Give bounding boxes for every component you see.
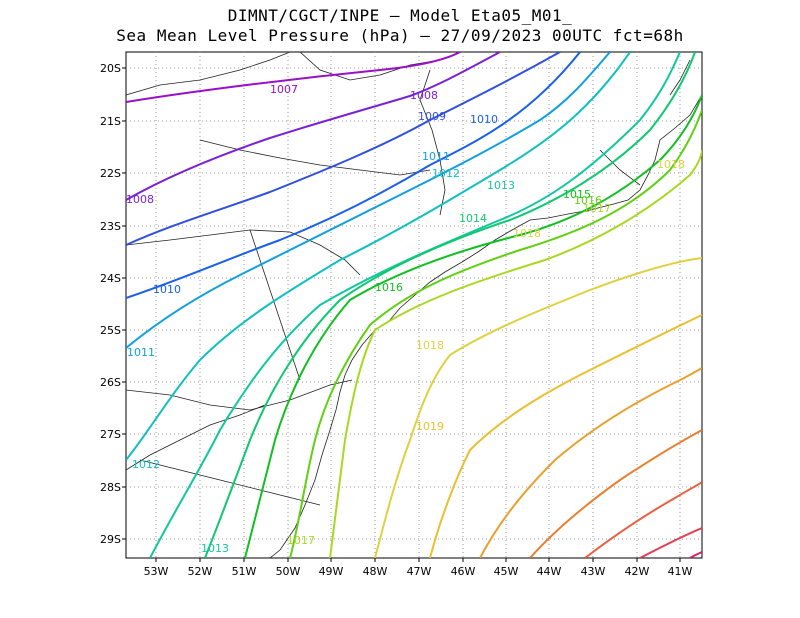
- label-1018-coast: 1018: [513, 227, 541, 240]
- lon-label-44w: 44W: [537, 565, 562, 578]
- label-1012-top: 1012: [432, 167, 460, 180]
- coastline: [269, 94, 702, 558]
- label-1013-top: 1013: [487, 179, 515, 192]
- label-1018-right: 1018: [657, 158, 685, 171]
- state-border-mg-sp: [199, 139, 431, 176]
- lat-label-28s: 28S: [100, 481, 121, 494]
- axis-ticks: [122, 67, 681, 562]
- lon-label-53w: 53W: [144, 565, 169, 578]
- label-1011-left: 1011: [127, 346, 155, 359]
- label-1009: 1009: [418, 110, 446, 123]
- lon-label-46w: 46W: [451, 565, 476, 578]
- isobar-1009: [126, 52, 561, 246]
- isobar-1023: [639, 527, 702, 558]
- isobar-1019: [429, 314, 702, 558]
- lon-label-41w: 41W: [668, 565, 693, 578]
- latitude-axis: 20S 21S 22S 23S 24S 25S 26S 27S 28S 29S: [100, 62, 121, 546]
- map-title-line1: DIMNT/CGCT/INPE – Model Eta05_M01_: [227, 6, 573, 25]
- bahia-coast: [669, 59, 691, 96]
- isobar-1012: [126, 52, 631, 461]
- lon-label-52w: 52W: [188, 565, 213, 578]
- lat-label-24s: 24S: [100, 272, 121, 285]
- label-1019: 1019: [416, 420, 444, 433]
- label-1017-top: 1017: [583, 202, 611, 215]
- isobar-1010: [126, 52, 581, 299]
- lon-label-47w: 47W: [407, 565, 432, 578]
- isobar-1007: [126, 52, 461, 103]
- river-parana: [249, 229, 301, 381]
- lat-label-22s: 22S: [100, 167, 121, 180]
- coastline-borders: [126, 52, 702, 558]
- label-1008-left: 1008: [126, 193, 154, 206]
- state-border-sc-rs: [139, 459, 321, 506]
- isobar-1024: [689, 551, 702, 558]
- lon-label-50w: 50W: [276, 565, 301, 578]
- lat-label-27s: 27S: [100, 428, 121, 441]
- label-1014: 1014: [459, 212, 487, 225]
- river-uruguay: [126, 404, 266, 471]
- lat-label-21s: 21S: [100, 115, 121, 128]
- isobar-1011: [126, 52, 611, 349]
- label-1018-sea: 1018: [416, 339, 444, 352]
- label-1017-bottom: 1017: [287, 534, 315, 547]
- state-border-go-mg: [299, 52, 441, 81]
- isobar-1020: [479, 367, 702, 558]
- state-border-ms-go: [126, 52, 291, 96]
- isobar-1016: [289, 109, 702, 558]
- lon-label-51w: 51W: [232, 565, 257, 578]
- isobar-1017: [329, 149, 702, 558]
- lat-label-20s: 20S: [100, 62, 121, 75]
- label-1010-left: 1010: [153, 283, 181, 296]
- label-1007: 1007: [270, 83, 298, 96]
- label-1012-left: 1012: [132, 458, 160, 471]
- isobar-1018: [374, 257, 702, 558]
- lon-label-42w: 42W: [625, 565, 650, 578]
- longitude-axis: 53W 52W 51W 50W 49W 48W 47W 46W 45W 44W …: [144, 565, 693, 578]
- label-1013-bottom: 1013: [201, 542, 229, 555]
- isobar-1014: [204, 52, 696, 558]
- label-1010-top: 1010: [470, 113, 498, 126]
- lat-label-23s: 23S: [100, 220, 121, 233]
- map-title-line2: Sea Mean Level Pressure (hPa) – 27/09/20…: [116, 26, 684, 45]
- isobars: [126, 52, 702, 558]
- state-border-pr-sc: [126, 379, 353, 411]
- lat-label-29s: 29S: [100, 533, 121, 546]
- label-1008-top: 1008: [410, 89, 438, 102]
- isobar-1013: [149, 52, 681, 558]
- isobar-labels: 1007 1008 1008 1009 1010 1010 1011 1011 …: [126, 83, 685, 555]
- lat-label-25s: 25S: [100, 324, 121, 337]
- state-border-sp-pr: [126, 229, 361, 276]
- lon-label-48w: 48W: [363, 565, 388, 578]
- state-border-mg-es: [419, 69, 446, 216]
- label-1015: 1015: [563, 188, 591, 201]
- isobar-1022: [584, 481, 702, 558]
- lon-label-49w: 49W: [319, 565, 344, 578]
- lat-label-26s: 26S: [100, 376, 121, 389]
- isobar-1015: [244, 94, 702, 558]
- map-frame: [125, 51, 703, 559]
- label-1011-top: 1011: [422, 150, 450, 163]
- isobar-1021: [529, 429, 702, 558]
- isobar-1008: [126, 52, 501, 201]
- lon-label-45w: 45W: [494, 565, 519, 578]
- label-1016-top: 1016: [574, 194, 602, 207]
- lon-label-43w: 43W: [581, 565, 606, 578]
- label-1016-mid: 1016: [375, 281, 403, 294]
